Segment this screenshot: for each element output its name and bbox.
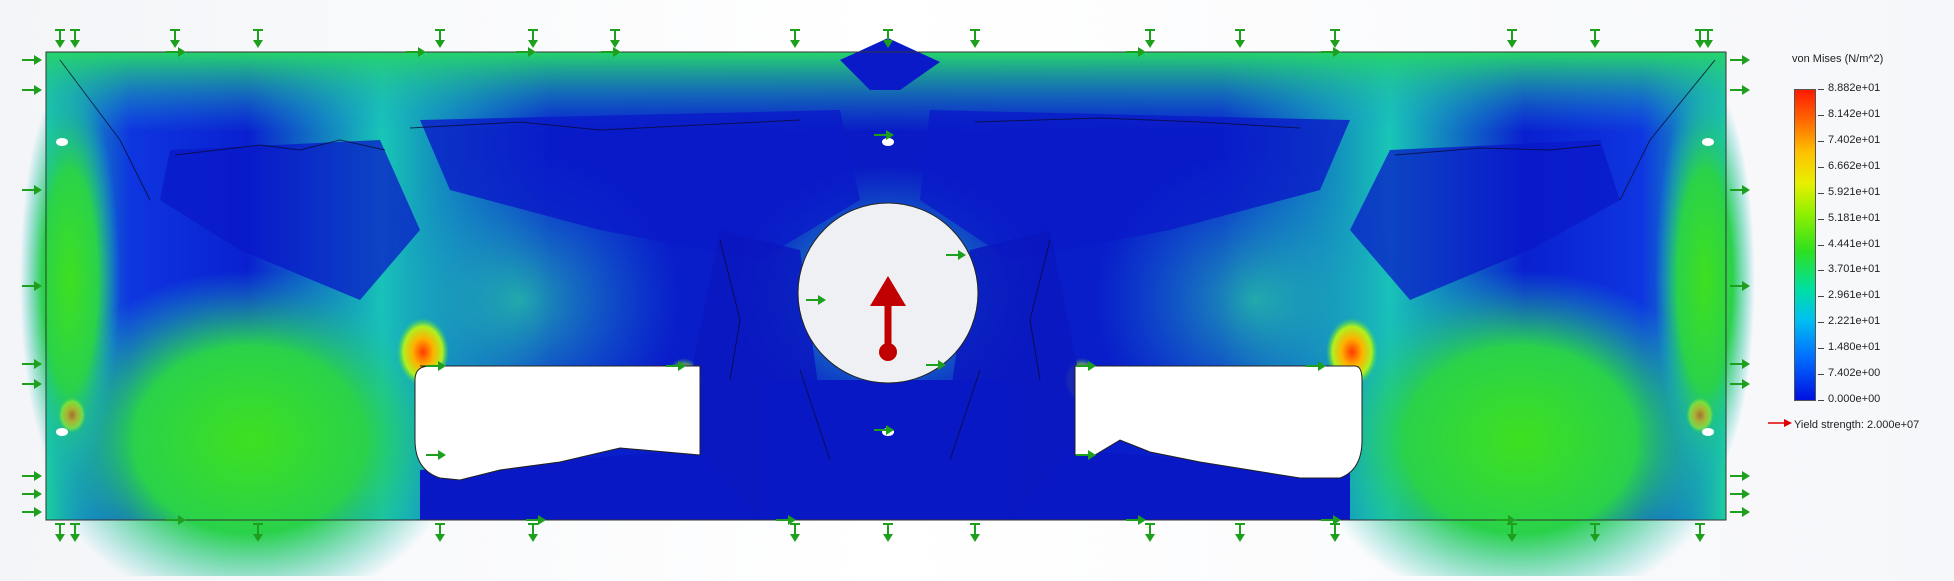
fixture-arrow-icon [789,523,801,543]
fixture-arrow-icon [434,523,446,543]
legend-tick-mark [1818,245,1824,246]
legend-tick-label: 7.402e+01 [1828,134,1881,146]
fixture-arrow-icon [21,506,43,518]
legend-tick-mark [1818,219,1824,220]
left-slot [414,365,701,481]
fixture-arrow-icon [1329,523,1341,543]
fixture-arrow-icon [527,29,539,49]
fixture-arrow-icon [434,29,446,49]
legend-tick-mark [1818,348,1824,349]
fixture-arrow-icon [1589,29,1601,49]
fixture-arrow-icon [69,29,81,49]
fixture-arrow-icon [21,84,43,96]
fixture-arrow-icon [1144,29,1156,49]
fixture-arrow-icon [1506,29,1518,49]
fixture-arrow-icon [1234,523,1246,543]
fixture-arrow-icon [54,29,66,49]
fixture-arrow-icon [527,523,539,543]
fixture-arrow-icon [1729,470,1751,482]
legend-tick-mark [1818,167,1824,168]
legend-tick-label: 0.000e+00 [1828,393,1881,405]
legend-tick-label: 2.961e+01 [1828,289,1881,301]
fixture-arrow-icon [969,523,981,543]
fixture-arrow-icon [252,29,264,49]
legend-tick-label: 2.221e+01 [1828,315,1881,327]
fixture-arrow-icon [789,29,801,49]
fixture-arrow-icon [1729,54,1751,66]
fixture-arrow-icon [1329,29,1341,49]
legend-tick-label: 8.882e+01 [1828,82,1881,94]
fixture-arrow-icon [1729,488,1751,500]
yield-strength-label: Yield strength: 2.000e+07 [1794,419,1920,431]
legend-tick-label: 7.402e+00 [1828,367,1881,379]
legend-tick-label: 8.142e+01 [1828,108,1881,120]
fixture-arrow-icon [169,29,181,49]
fixture-arrow-icon [609,29,621,49]
fixture-arrow-icon [21,488,43,500]
load-arrow-icon[interactable] [870,276,906,361]
legend-tick-mark [1818,270,1824,271]
legend-tick-mark [1818,115,1824,116]
fixture-arrow-icon [54,523,66,543]
fixture-arrow-icon [21,470,43,482]
legend-tick-label: 5.921e+01 [1828,186,1881,198]
legend-color-bar [1794,89,1816,401]
fixture-arrow-icon [1729,84,1751,96]
fixture-arrow-icon [882,523,894,543]
legend-tick-mark [1818,193,1824,194]
right-slot [1074,365,1363,479]
fixture-arrow-icon [1234,29,1246,49]
fixture-arrow-icon [1694,29,1706,49]
legend-tick-mark [1818,400,1824,401]
legend-tick-label: 1.480e+01 [1828,341,1881,353]
fixture-arrow-icon [1144,523,1156,543]
legend-tick-mark [1818,296,1824,297]
yield-arrow-icon [1768,419,1792,427]
deformed-mesh-edges [59,59,1716,461]
legend-tick-mark [1818,322,1824,323]
legend-tick-label: 4.441e+01 [1828,238,1881,250]
legend-title: von Mises (N/m^2) [1792,53,1884,65]
fixture-arrow-icon [21,54,43,66]
legend-tick-mark [1818,89,1824,90]
legend-tick-mark [1818,141,1824,142]
legend-tick-label: 3.701e+01 [1828,263,1881,275]
fixture-arrow-icon [1702,29,1714,49]
fixture-arrow-icon [969,29,981,49]
legend-tick-mark [1818,374,1824,375]
fixture-arrow-icon [1729,506,1751,518]
legend-tick-label: 6.662e+01 [1828,160,1881,172]
legend-tick-label: 5.181e+01 [1828,212,1881,224]
